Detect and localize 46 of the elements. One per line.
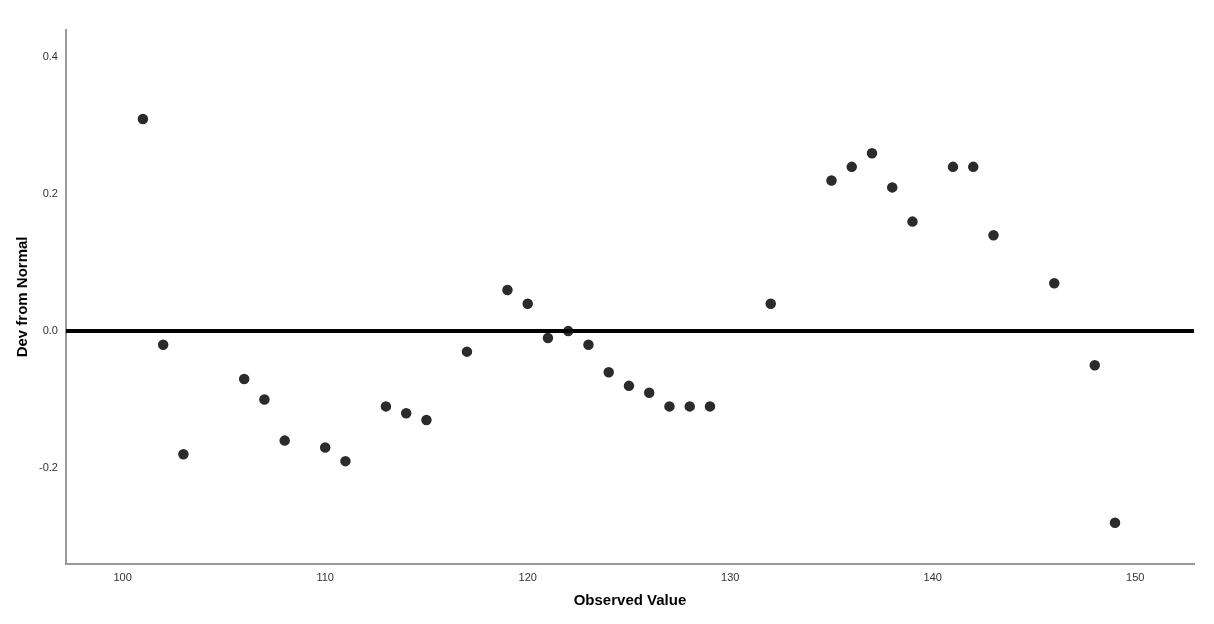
- point: [338, 454, 353, 468]
- x-tick-label: 140: [923, 571, 942, 584]
- point: [176, 447, 191, 462]
- point: [419, 413, 434, 427]
- point: [986, 228, 1001, 243]
- point: [601, 365, 616, 379]
- point: [966, 160, 980, 174]
- point: [237, 372, 251, 386]
- x-tick-label: 130: [721, 571, 740, 584]
- y-tick-label: 0.4: [42, 50, 58, 63]
- point: [156, 338, 170, 352]
- point: [318, 440, 332, 455]
- point: [460, 344, 474, 359]
- x-tick-label: 150: [1126, 571, 1145, 584]
- point: [844, 160, 859, 174]
- point: [703, 399, 717, 414]
- point: [946, 160, 960, 174]
- point: [622, 379, 636, 393]
- y-axis-title: Dev from Normal: [13, 236, 31, 358]
- y-tick-label: -0.2: [38, 461, 58, 474]
- point: [277, 433, 292, 448]
- point: [662, 399, 677, 414]
- point: [865, 146, 879, 160]
- point: [520, 296, 535, 311]
- point: [642, 385, 656, 400]
- point: [399, 406, 413, 420]
- point: [905, 214, 920, 229]
- point: [136, 112, 150, 126]
- x-tick-label: 120: [518, 571, 537, 584]
- point: [1047, 276, 1062, 290]
- point: [682, 399, 697, 414]
- point: [885, 180, 899, 195]
- y-tick-label: 0.0: [42, 324, 58, 337]
- x-tick-label: 110: [316, 571, 334, 584]
- x-axis-title: Observed Value: [573, 591, 687, 609]
- point: [581, 338, 596, 352]
- point: [541, 331, 555, 345]
- y-tick-label: 0.2: [42, 187, 58, 200]
- x-tick-label: 100: [113, 571, 132, 584]
- point: [824, 173, 839, 188]
- point: [257, 392, 272, 407]
- point: [500, 283, 515, 297]
- point: [379, 399, 393, 414]
- point: [1108, 515, 1122, 530]
- point: [763, 296, 778, 311]
- point: [1088, 358, 1102, 373]
